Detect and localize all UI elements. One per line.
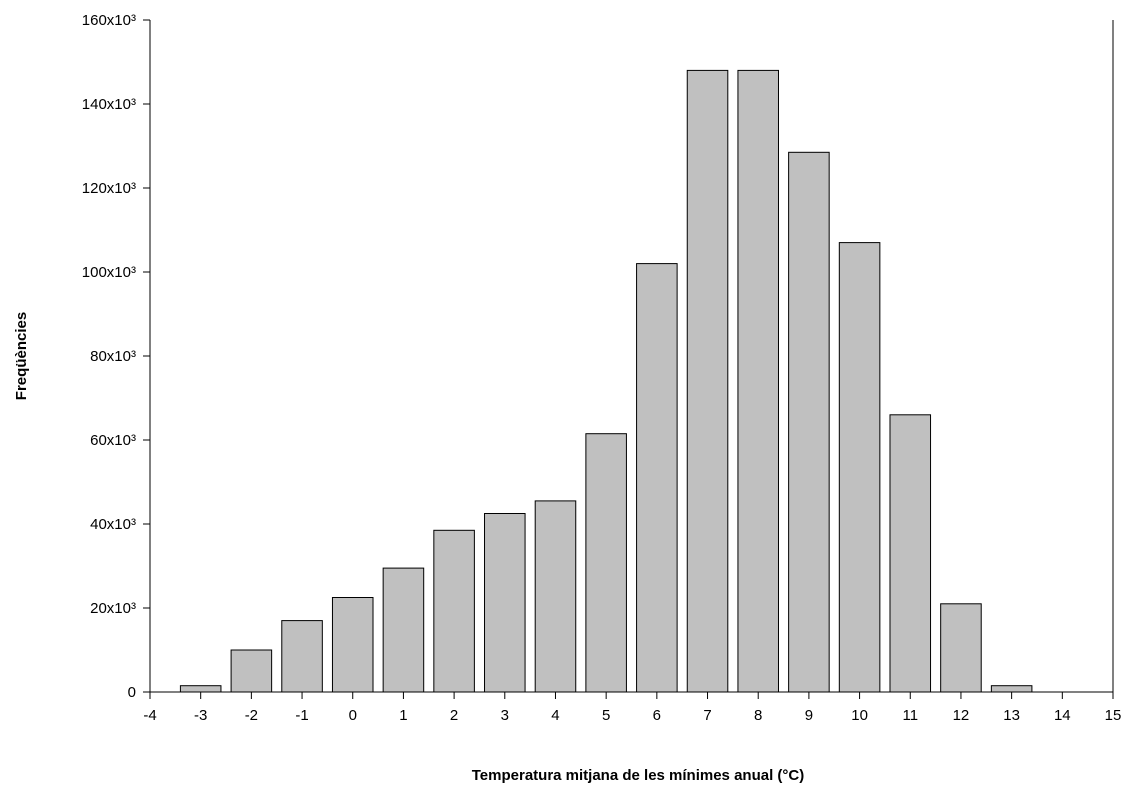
bar-8 [737, 69, 779, 693]
y-ticks-group: 0 20x10³ 40x10³ 60x10³ 80x10³ 100x10³ 120x10³ 1… [82, 12, 150, 701]
y-tick-label: 60x10³ [90, 432, 136, 449]
bar-11 [889, 414, 932, 693]
bar-6 [636, 263, 678, 693]
bars-group [179, 69, 1033, 693]
bar--3 [179, 685, 222, 693]
x-tick-label: 7 [703, 707, 711, 724]
y-tick-label: 20x10³ [90, 600, 136, 617]
bar-9 [788, 151, 830, 693]
x-tick-label: 6 [653, 707, 661, 724]
y-tick-label: 80x10³ [90, 348, 136, 365]
x-tick-label: 1 [399, 707, 407, 724]
bar-3 [484, 513, 526, 693]
x-tick-label: 14 [1054, 707, 1071, 724]
x-tick-label: 5 [602, 707, 610, 724]
x-tick-label: 11 [902, 707, 918, 724]
bar-13 [990, 685, 1033, 693]
x-tick-label: -2 [245, 707, 258, 724]
bar--2 [230, 649, 273, 693]
x-tick-label: 8 [754, 707, 762, 724]
y-tick-label: 140x10³ [82, 96, 136, 113]
x-tick-label: -3 [194, 707, 207, 724]
bar-2 [433, 529, 475, 693]
x-tick-label: 0 [349, 707, 357, 724]
x-ticks-group: -4 -3 -2 -1 0 1 2 3 4 5 6 7 8 9 10 11 12 13 14 15 [143, 692, 1121, 724]
x-tick-label: 3 [501, 707, 509, 724]
x-tick-label: 9 [805, 707, 813, 724]
x-tick-label: 10 [851, 707, 868, 724]
axes-group [149, 20, 1114, 693]
bar-10 [838, 242, 881, 693]
x-tick-label: 2 [450, 707, 458, 724]
bar-5 [585, 433, 627, 693]
bar-7 [686, 69, 729, 693]
bar-0 [331, 597, 374, 693]
y-tick-label: 100x10³ [82, 264, 136, 281]
bar--1 [281, 620, 323, 693]
bar-4 [534, 500, 577, 693]
y-tick-label: 120x10³ [82, 180, 136, 197]
bar-1 [382, 567, 425, 693]
x-tick-label: 13 [1003, 707, 1020, 724]
y-tick-label: 40x10³ [90, 516, 136, 533]
x-tick-label: -4 [143, 707, 156, 724]
x-axis-title: Temperatura mitjana de les mínimes anual… [472, 767, 804, 784]
y-tick-label: 160x10³ [82, 12, 136, 29]
x-tick-label: 4 [551, 707, 559, 724]
y-axis-title: Freqüències [13, 312, 30, 400]
bar-12 [940, 603, 982, 693]
y-tick-label: 0 [128, 684, 136, 701]
x-tick-label: -1 [295, 707, 308, 724]
x-tick-label: 15 [1105, 707, 1122, 724]
x-tick-label: 12 [953, 707, 970, 724]
